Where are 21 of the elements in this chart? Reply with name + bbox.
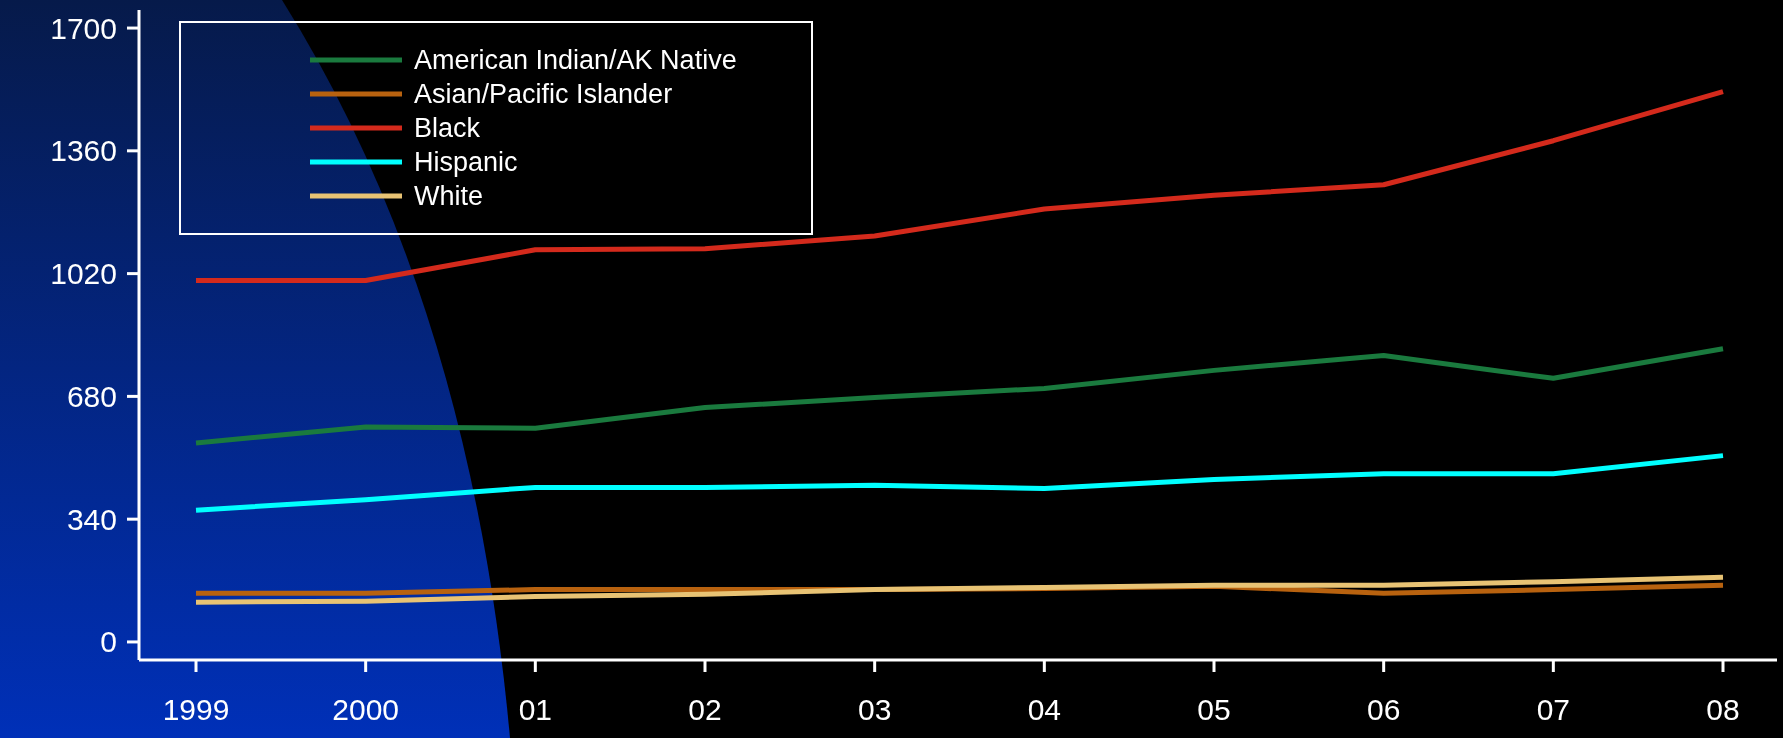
x-tick-label: 04 [1027,693,1062,726]
legend-label: Black [414,113,481,144]
y-tick-label: 0 [100,625,117,659]
x-tick-label: 2000 [332,693,400,726]
legend-label: Asian/Pacific Islander [414,79,673,110]
x-tick-label: 08 [1706,693,1740,726]
x-tick-label: 02 [688,693,722,726]
x-tick-label: 05 [1197,693,1231,726]
legend-label: American Indian/AK Native [414,45,737,76]
y-tick-label: 1020 [50,257,117,291]
legend-label: Hispanic [414,147,518,178]
legend-label: White [414,181,484,212]
x-tick-label: 03 [857,693,892,726]
y-tick-label: 680 [66,379,117,413]
x-tick-label: 1999 [162,693,230,726]
y-tick-label: 1360 [50,134,117,168]
y-tick-label: 340 [66,502,117,536]
x-tick-label: 07 [1536,693,1571,726]
y-tick-label: 1700 [50,11,117,45]
x-tick-label: 01 [518,693,553,726]
x-tick-label: 06 [1366,693,1401,726]
